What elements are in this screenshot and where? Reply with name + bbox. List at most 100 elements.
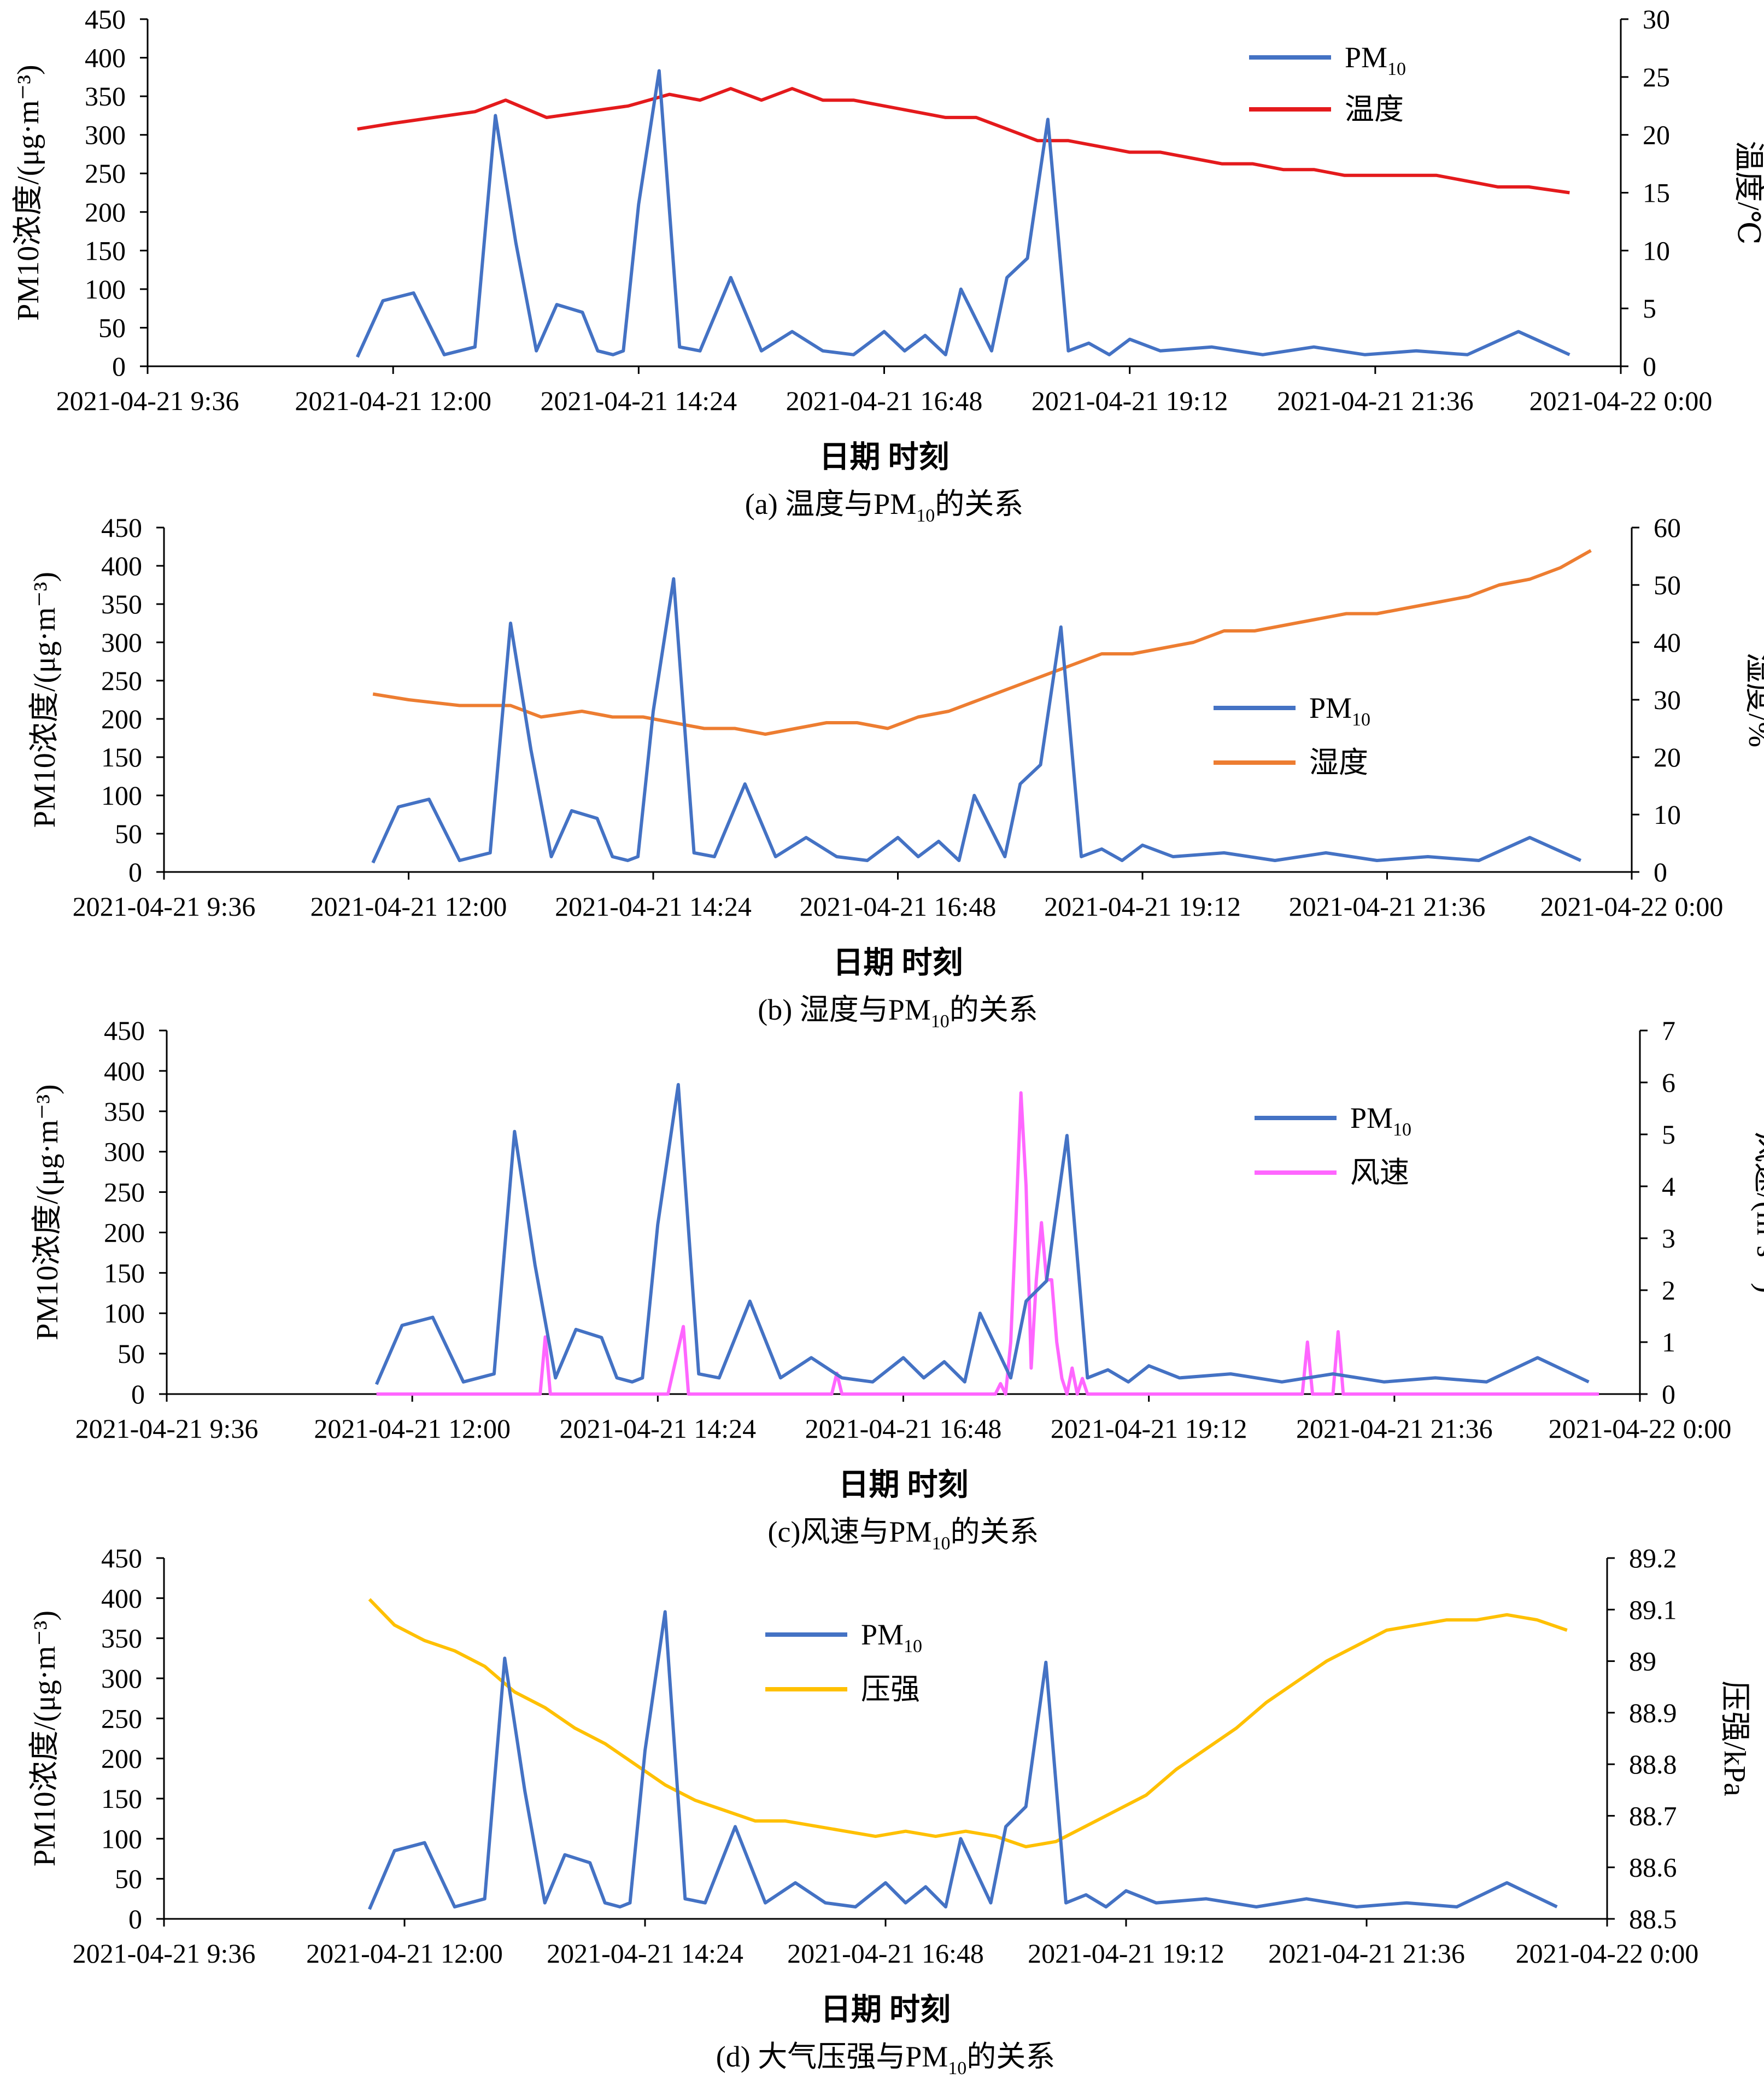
chart-b-caption: (b) 湿度与PM10的关系: [758, 993, 1038, 1032]
chart-d-y-right-label: 压强/kPa: [1718, 1681, 1751, 1796]
chart-a-left-tick-label: 0: [112, 351, 126, 382]
chart-a-y-right-label: 温度/℃: [1731, 140, 1764, 244]
chart-d-right-tick-label: 88.7: [1629, 1800, 1677, 1831]
chart-a-right-tick-label: 20: [1643, 120, 1670, 150]
chart-b-x-tick-label: 2021-04-21 9:36: [73, 891, 256, 922]
chart-b-right-tick-label: 40: [1654, 627, 1681, 658]
chart-d-legend-label-0: PM10: [861, 1618, 922, 1656]
chart-d-caption: (d) 大气压强与PM10的关系: [716, 2040, 1056, 2079]
chart-a-x-tick-label: 2021-04-21 9:36: [56, 385, 239, 416]
chart-a-right-tick-label: 30: [1643, 4, 1670, 34]
chart-d-y-left-label: PM10浓度/(μg·m⁻³): [28, 1611, 62, 1866]
chart-b-left-tick-label: 50: [115, 818, 142, 849]
chart-a-left-tick-label: 100: [85, 274, 126, 305]
chart-c-x-tick-label: 2021-04-21 14:24: [559, 1413, 756, 1444]
chart-b-x-tick-label: 2021-04-21 12:00: [310, 891, 507, 922]
chart-c-right-tick-label: 2: [1662, 1275, 1675, 1305]
chart-c-x-tick-label: 2021-04-21 9:36: [75, 1413, 259, 1444]
chart-c-right-tick-label: 3: [1662, 1223, 1675, 1254]
chart-d-right-tick-label: 88.9: [1629, 1697, 1677, 1728]
chart-a-x-tick-label: 2021-04-21 19:12: [1032, 385, 1228, 416]
chart-d-x-tick-label: 2021-04-21 12:00: [306, 1938, 503, 1969]
chart-b-right-tick-label: 20: [1654, 742, 1681, 772]
chart-c-left-tick-label: 200: [104, 1217, 145, 1248]
chart-d-left-tick-label: 300: [101, 1663, 142, 1694]
chart-c-right-tick-label: 6: [1662, 1067, 1675, 1098]
chart-b-left-tick-label: 250: [101, 665, 142, 696]
chart-b-left-tick-label: 150: [101, 742, 142, 772]
chart-b-left-tick-label: 200: [101, 704, 142, 734]
chart-b-left-tick-label: 350: [101, 589, 142, 619]
chart-a-x-axis-label: 日期 时刻: [819, 441, 950, 475]
chart-b-left-tick-label: 100: [101, 780, 142, 811]
chart-c-x-tick-label: 2021-04-22 0:00: [1549, 1413, 1732, 1444]
chart-a-left-tick-label: 50: [98, 312, 126, 343]
chart-b-series-1-line: [372, 549, 1592, 736]
chart-b-x-tick-label: 2021-04-21 14:24: [555, 891, 752, 922]
chart-a-right-tick-label: 5: [1643, 293, 1656, 324]
chart-d-right-tick-label: 89.1: [1629, 1594, 1677, 1625]
chart-a-right-tick-label: 0: [1643, 351, 1656, 382]
chart-b-right-tick-label: 50: [1654, 570, 1681, 600]
chart-b-x-tick-label: 2021-04-21 21:36: [1289, 891, 1486, 922]
chart-d-x-tick-label: 2021-04-21 21:36: [1268, 1938, 1465, 1969]
chart-b-right-tick-label: 60: [1654, 512, 1681, 543]
chart-c-right-tick-label: 7: [1662, 1015, 1675, 1046]
chart-c-x-tick-label: 2021-04-21 12:00: [314, 1413, 511, 1444]
chart-b-legend-label-1: 湿度: [1309, 746, 1368, 779]
chart-a-left-tick-label: 200: [85, 197, 126, 227]
chart-c-y-left-label: PM10浓度/(μg·m⁻³): [31, 1084, 65, 1340]
chart-c-right-tick-label: 4: [1662, 1171, 1675, 1202]
chart-c-left-tick-label: 250: [104, 1177, 145, 1208]
chart-d-legend-label-1: 压强: [861, 1673, 920, 1706]
chart-c-right-tick-label: 1: [1662, 1327, 1675, 1357]
chart-b-left-tick-label: 0: [128, 857, 142, 887]
chart-c-right-tick-label: 0: [1662, 1379, 1675, 1409]
chart-d-series-0-line: [368, 1610, 1558, 1910]
chart-c-x-axis-label: 日期 时刻: [839, 1468, 969, 1502]
chart-b-left-tick-label: 400: [101, 551, 142, 581]
chart-a-x-tick-label: 2021-04-21 21:36: [1277, 385, 1474, 416]
chart-d-left-tick-label: 50: [115, 1864, 142, 1894]
chart-a-right-tick-label: 10: [1643, 235, 1670, 266]
chart-b-x-tick-label: 2021-04-21 16:48: [800, 891, 997, 922]
chart-b-x-tick-label: 2021-04-22 0:00: [1540, 891, 1724, 922]
chart-a-left-tick-label: 150: [85, 235, 126, 266]
chart-c-left-tick-label: 100: [104, 1298, 145, 1328]
chart-a-x-tick-label: 2021-04-21 12:00: [295, 385, 491, 416]
chart-b-series-0-line: [371, 577, 1582, 864]
chart-d-left-tick-label: 250: [101, 1703, 142, 1734]
chart-a-left-tick-label: 400: [85, 43, 126, 73]
chart-b-right-tick-label: 0: [1654, 857, 1667, 887]
chart-d-series-1-line: [368, 1598, 1568, 1848]
chart-d-right-tick-label: 88.8: [1629, 1749, 1677, 1779]
chart-a-caption: (a) 温度与PM10的关系: [745, 488, 1023, 526]
chart-c-left-tick-label: 0: [131, 1379, 145, 1409]
chart-d-right-tick-label: 88.6: [1629, 1852, 1677, 1883]
chart-b-left-tick-label: 300: [101, 627, 142, 658]
chart-d-right-tick-label: 88.5: [1629, 1904, 1677, 1934]
chart-a-left-tick-label: 450: [85, 4, 126, 34]
chart-a-left-tick-label: 300: [85, 120, 126, 150]
chart-c-left-tick-label: 150: [104, 1257, 145, 1288]
chart-c-left-tick-label: 300: [104, 1137, 145, 1167]
chart-b-right-tick-label: 30: [1654, 684, 1681, 715]
chart-d-left-tick-label: 200: [101, 1743, 142, 1774]
chart-d-left-tick-label: 150: [101, 1783, 142, 1814]
chart-d-left-tick-label: 400: [101, 1583, 142, 1613]
chart-c-legend-label-0: PM10: [1350, 1102, 1411, 1140]
chart-a-right-tick-label: 25: [1643, 62, 1670, 92]
chart-b-y-left-label: PM10浓度/(μg·m⁻³): [28, 572, 62, 828]
chart-d-right-tick-label: 89.2: [1629, 1543, 1677, 1573]
chart-a-legend-label-0: PM10: [1345, 41, 1406, 79]
chart-d-x-axis-label: 日期 时刻: [821, 1993, 951, 2027]
chart-a-y-left-label: PM10浓度/(μg·m⁻³): [11, 65, 45, 320]
chart-a-x-tick-label: 2021-04-21 14:24: [540, 385, 737, 416]
chart-c-left-tick-label: 350: [104, 1096, 145, 1127]
chart-a-left-tick-label: 250: [85, 158, 126, 189]
chart-b-legend-label-0: PM10: [1309, 692, 1370, 730]
chart-a-legend-label-1: 温度: [1345, 93, 1404, 126]
chart-d-x-tick-label: 2021-04-21 14:24: [547, 1938, 743, 1969]
chart-a-x-tick-label: 2021-04-21 16:48: [786, 385, 983, 416]
